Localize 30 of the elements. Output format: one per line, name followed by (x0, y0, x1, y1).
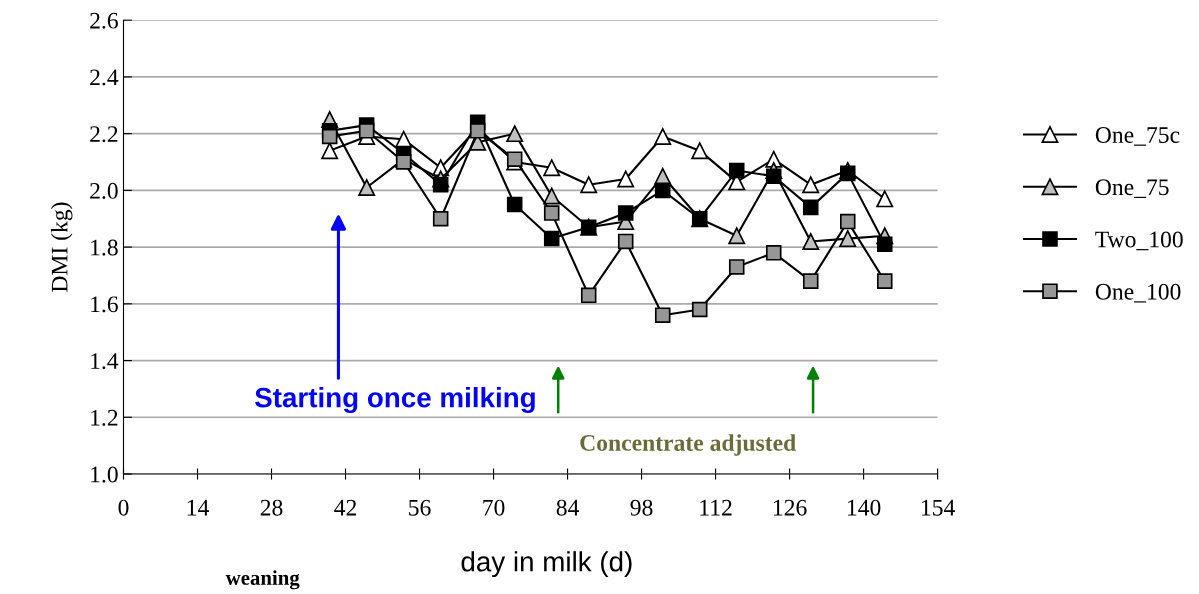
y-tick-label: 2.2 (90, 126, 118, 143)
y-tick-label: 1.4 (91, 353, 119, 370)
x-tick-label: 70 (483, 499, 505, 516)
annotation: Starting once milking (255, 387, 535, 414)
y-tick-label: 1.6 (91, 296, 118, 313)
legend-label: One_75 (1095, 179, 1169, 198)
x-tick-label: 56 (409, 499, 431, 516)
y-tick-label: 2.4 (90, 69, 119, 86)
legend-label: One_75c (1095, 127, 1180, 146)
y-tick-label: 1.2 (91, 409, 118, 426)
y-tick-label: 1.8 (91, 239, 118, 256)
x-tick-label: 0 (118, 499, 129, 516)
annotation: Concentrate adjusted (580, 434, 796, 456)
y-tick-label: 2.6 (90, 12, 118, 29)
x-tick-label: 112 (700, 499, 732, 516)
text: weaning (225, 570, 300, 590)
legend-label: One_100 (1095, 283, 1181, 303)
legend-label: Two_100 (1095, 231, 1183, 251)
y-tick-label: 1.0 (91, 466, 118, 483)
x-tick-label: 14 (187, 499, 209, 516)
x-axis-title: day in milk (d) (461, 551, 632, 578)
x-tick-label: 126 (773, 499, 807, 516)
y-axis-title: DMI (kg) (50, 202, 73, 292)
x-tick-label: 42 (334, 499, 357, 516)
x-tick-label: 140 (847, 499, 881, 516)
x-tick-label: 84 (556, 499, 579, 516)
x-tick-label: 98 (630, 499, 653, 516)
x-tick-label: 28 (260, 499, 283, 516)
y-tick-label: 2.0 (90, 182, 118, 199)
x-tick-label: 154 (921, 499, 955, 516)
